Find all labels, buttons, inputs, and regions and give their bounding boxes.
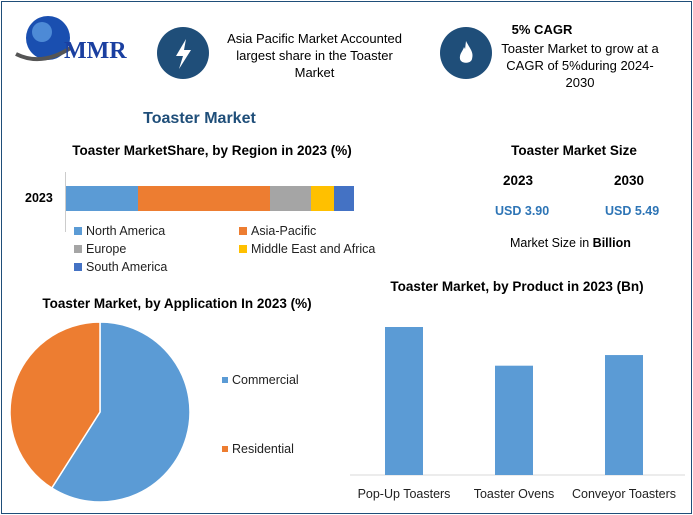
legend-swatch [222, 377, 228, 383]
region-legend-item: Europe [74, 242, 126, 256]
region-segment-asia-pacific [138, 186, 271, 211]
legend-swatch [222, 446, 228, 452]
mmr-logo: MMR [15, 16, 127, 64]
region-category-label: 2023 [25, 191, 53, 205]
flame-icon [440, 27, 492, 79]
size-year-2030: 2030 [614, 173, 645, 188]
region-stacked-bar [66, 186, 354, 211]
region-segment-south-america [333, 186, 354, 211]
legend-swatch [74, 227, 82, 235]
region-legend-item: South America [74, 260, 167, 274]
product-category-label: Toaster Ovens [474, 487, 555, 501]
info-asia-pacific: Asia Pacific Market Accounted largest sh… [227, 31, 402, 80]
size-note-unit: Billion [592, 236, 631, 250]
region-legend-item: Middle East and Africa [239, 242, 375, 256]
legend-label: Middle East and Africa [251, 242, 376, 256]
product-bar [605, 355, 643, 475]
legend-label: South America [86, 260, 168, 274]
region-segment-middle-east-and-africa [310, 186, 334, 211]
region-chart-title: Toaster MarketShare, by Region in 2023 (… [72, 143, 352, 158]
region-legend-item: Asia-Pacific [239, 224, 316, 238]
product-bar [495, 365, 533, 475]
application-legend-item: Residential [222, 442, 294, 456]
legend-label: Residential [232, 442, 294, 456]
cagr-title: 5% CAGR [511, 22, 573, 37]
size-value-2030: USD 5.49 [605, 204, 660, 218]
legend-label: Europe [86, 242, 127, 256]
pie-slice-residential [9, 321, 101, 490]
region-axis [65, 172, 66, 232]
svg-text:MMR: MMR [64, 38, 127, 64]
product-chart-title: Toaster Market, by Product in 2023 (Bn) [390, 279, 644, 294]
region-legend-item: North America [74, 224, 165, 238]
region-segment-north-america [66, 186, 138, 211]
legend-label: Asia-Pacific [251, 224, 317, 238]
main-title: Toaster Market [143, 110, 256, 127]
product-category-label: Conveyor Toasters [572, 487, 676, 501]
size-year-2023: 2023 [503, 173, 534, 188]
size-value-2023: USD 3.90 [495, 204, 550, 218]
size-title: Toaster Market Size [511, 143, 637, 158]
pie-slice-commercial [50, 321, 191, 503]
cagr-text: Toaster Market to grow at a CAGR of 5%du… [501, 41, 659, 90]
application-chart-title: Toaster Market, by Application In 2023 (… [42, 296, 312, 311]
legend-label: North America [86, 224, 166, 238]
legend-swatch [239, 227, 247, 235]
product-bar [385, 327, 423, 475]
product-category-label: Pop-Up Toasters [358, 487, 451, 501]
legend-label: Commercial [232, 373, 299, 387]
application-legend-item: Commercial [222, 373, 299, 387]
legend-swatch [74, 263, 82, 271]
product-bar-chart: Pop-Up Toasters Toaster Ovens Conveyor Toa… [350, 327, 685, 501]
size-note-prefix: Market Size in [510, 236, 593, 250]
legend-swatch [74, 245, 82, 253]
size-note: Market Size in Billion [510, 236, 631, 250]
lightning-icon [157, 27, 209, 79]
application-pie [9, 321, 191, 503]
region-segment-europe [270, 186, 311, 211]
legend-swatch [239, 245, 247, 253]
